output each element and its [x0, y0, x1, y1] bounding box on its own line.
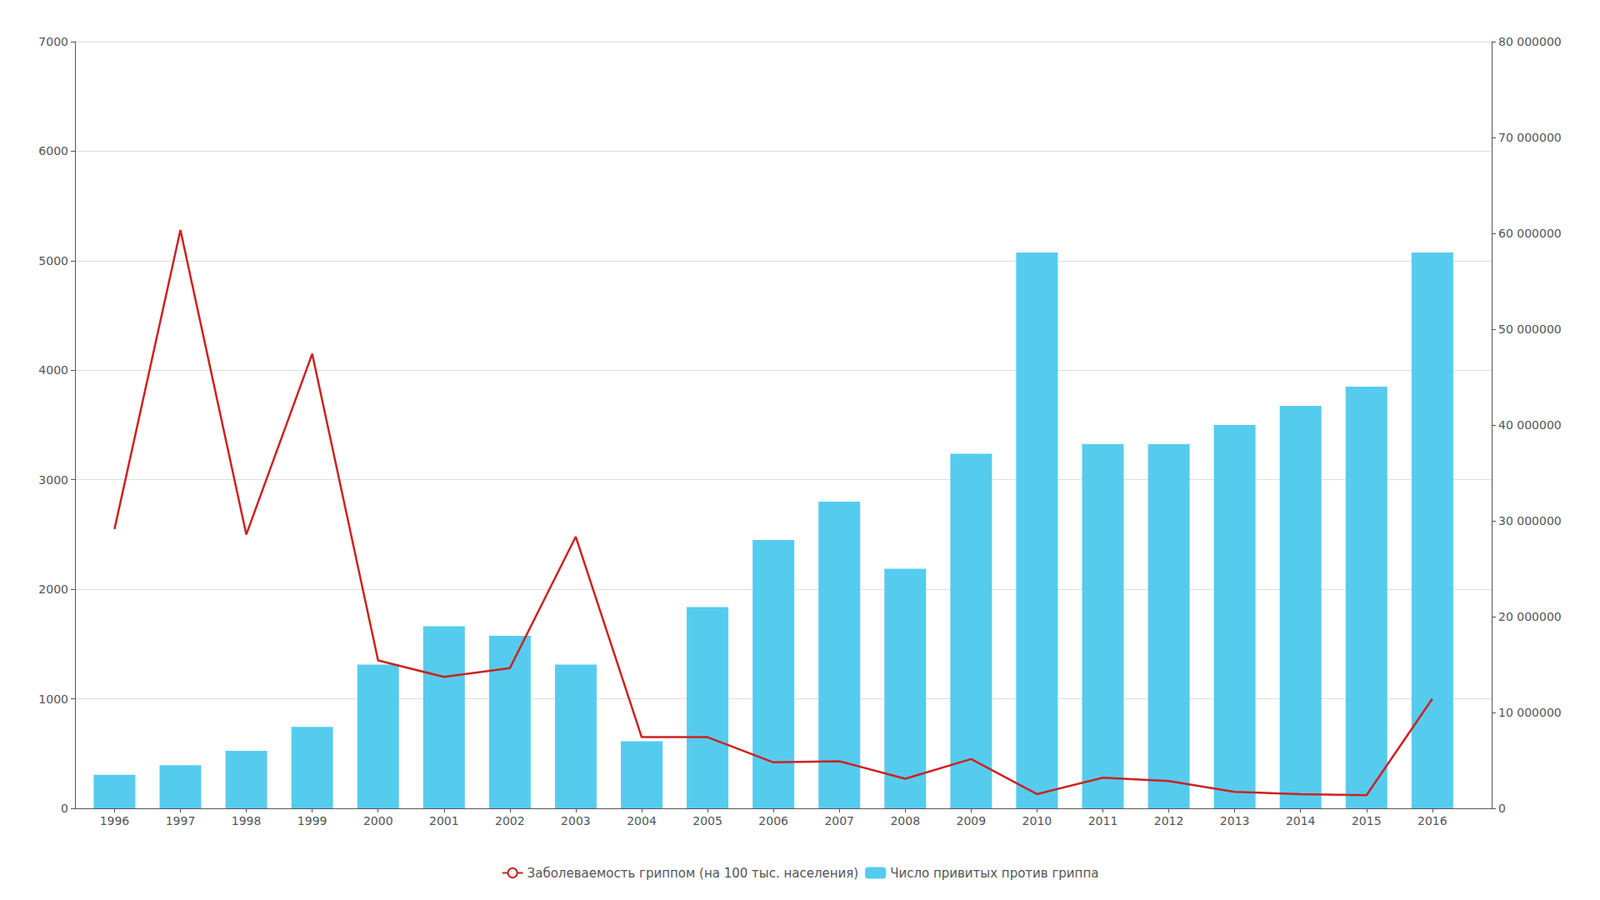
svg-text:2011: 2011 [1088, 814, 1119, 828]
svg-text:2001: 2001 [429, 814, 460, 828]
svg-text:1998: 1998 [231, 814, 262, 828]
svg-text:50 000000: 50 000000 [1498, 322, 1562, 336]
svg-text:2003: 2003 [560, 814, 591, 828]
svg-text:30 000000: 30 000000 [1498, 514, 1562, 528]
svg-text:2000: 2000 [363, 814, 394, 828]
svg-text:2006: 2006 [758, 814, 789, 828]
svg-text:4000: 4000 [38, 363, 69, 377]
svg-text:2010: 2010 [1022, 814, 1053, 828]
svg-text:1999: 1999 [297, 814, 328, 828]
svg-text:Заболеваемость гриппом (на 100: Заболеваемость гриппом (на 100 тыс. насе… [527, 865, 860, 881]
svg-text:70 000000: 70 000000 [1498, 130, 1562, 145]
svg-text:2014: 2014 [1285, 814, 1316, 828]
svg-text:Число привитых против гриппа: Число привитых против гриппа [890, 865, 1099, 881]
svg-text:1997: 1997 [165, 814, 196, 828]
svg-text:10 000000: 10 000000 [1498, 705, 1562, 720]
svg-text:0: 0 [60, 801, 69, 815]
svg-text:2008: 2008 [890, 814, 920, 828]
svg-text:40 000000: 40 000000 [1498, 418, 1562, 432]
svg-text:6000: 6000 [38, 144, 69, 158]
svg-text:1996: 1996 [100, 814, 130, 828]
svg-text:2002: 2002 [495, 814, 525, 828]
svg-text:0: 0 [1498, 801, 1506, 815]
svg-text:3000: 3000 [38, 473, 69, 487]
svg-text:2005: 2005 [692, 814, 723, 828]
svg-text:80 000000: 80 000000 [1498, 35, 1562, 49]
svg-text:2007: 2007 [824, 814, 855, 828]
svg-text:2012: 2012 [1154, 814, 1185, 828]
svg-text:5000: 5000 [38, 254, 69, 268]
svg-text:1000: 1000 [38, 692, 69, 706]
svg-text:2009: 2009 [956, 814, 987, 828]
svg-text:2000: 2000 [38, 582, 69, 596]
svg-text:20 000000: 20 000000 [1498, 610, 1562, 624]
svg-text:2015: 2015 [1351, 814, 1382, 828]
svg-text:7000: 7000 [38, 35, 69, 49]
svg-text:2004: 2004 [626, 814, 657, 828]
svg-text:2016: 2016 [1417, 814, 1448, 828]
svg-text:60 000000: 60 000000 [1498, 226, 1562, 240]
svg-text:2013: 2013 [1220, 814, 1250, 828]
